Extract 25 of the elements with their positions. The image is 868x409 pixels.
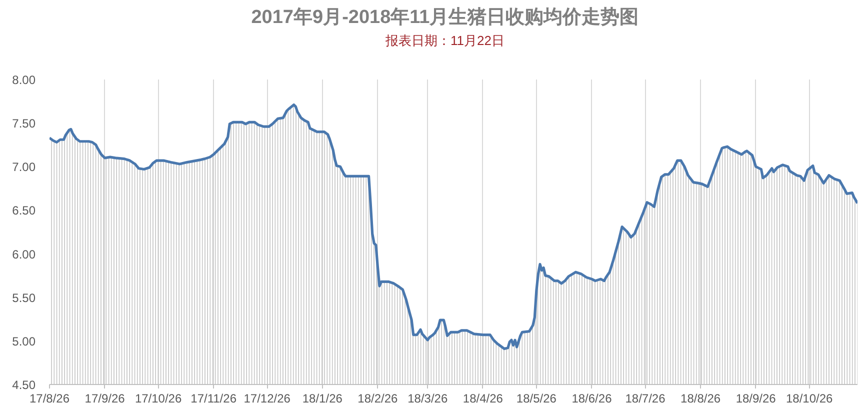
x-tick-label: 18/9/26 [736,392,776,406]
x-tick-label: 18/7/26 [625,392,666,406]
y-tick-label: 6.50 [12,204,36,218]
y-tick-label: 7.50 [12,116,36,131]
x-tick-label: 18/8/26 [680,392,721,406]
x-tick-label: 18/6/26 [572,392,612,406]
x-tick-label: 18/1/26 [302,392,343,406]
x-tick-label: 17/12/26 [244,392,291,406]
y-tick-label: 4.50 [12,378,36,392]
y-tick-label: 7.00 [12,160,36,174]
x-tick-label: 18/3/26 [408,392,448,406]
x-tick-label: 18/10/26 [786,392,834,406]
y-tick-label: 5.50 [12,290,36,305]
y-tick-label: 8.00 [12,73,36,87]
chart-title: 2017年9月-2018年11月生猪日收购均价走势图 [250,6,640,29]
y-tick-label: 5.00 [12,334,36,348]
x-tick-label: 17/8/26 [29,392,70,406]
y-tick-label: 6.00 [12,247,36,262]
x-tick-label: 17/10/26 [134,392,182,406]
x-tick-label: 18/4/26 [462,392,504,406]
x-tick-label: 18/2/26 [358,392,398,406]
x-tick-label: 17/11/26 [190,392,237,406]
x-tick-label: 17/9/26 [84,392,126,406]
x-tick-label: 18/5/26 [516,392,557,406]
chart-subtitle: 报表日期：11月22日 [384,33,506,49]
